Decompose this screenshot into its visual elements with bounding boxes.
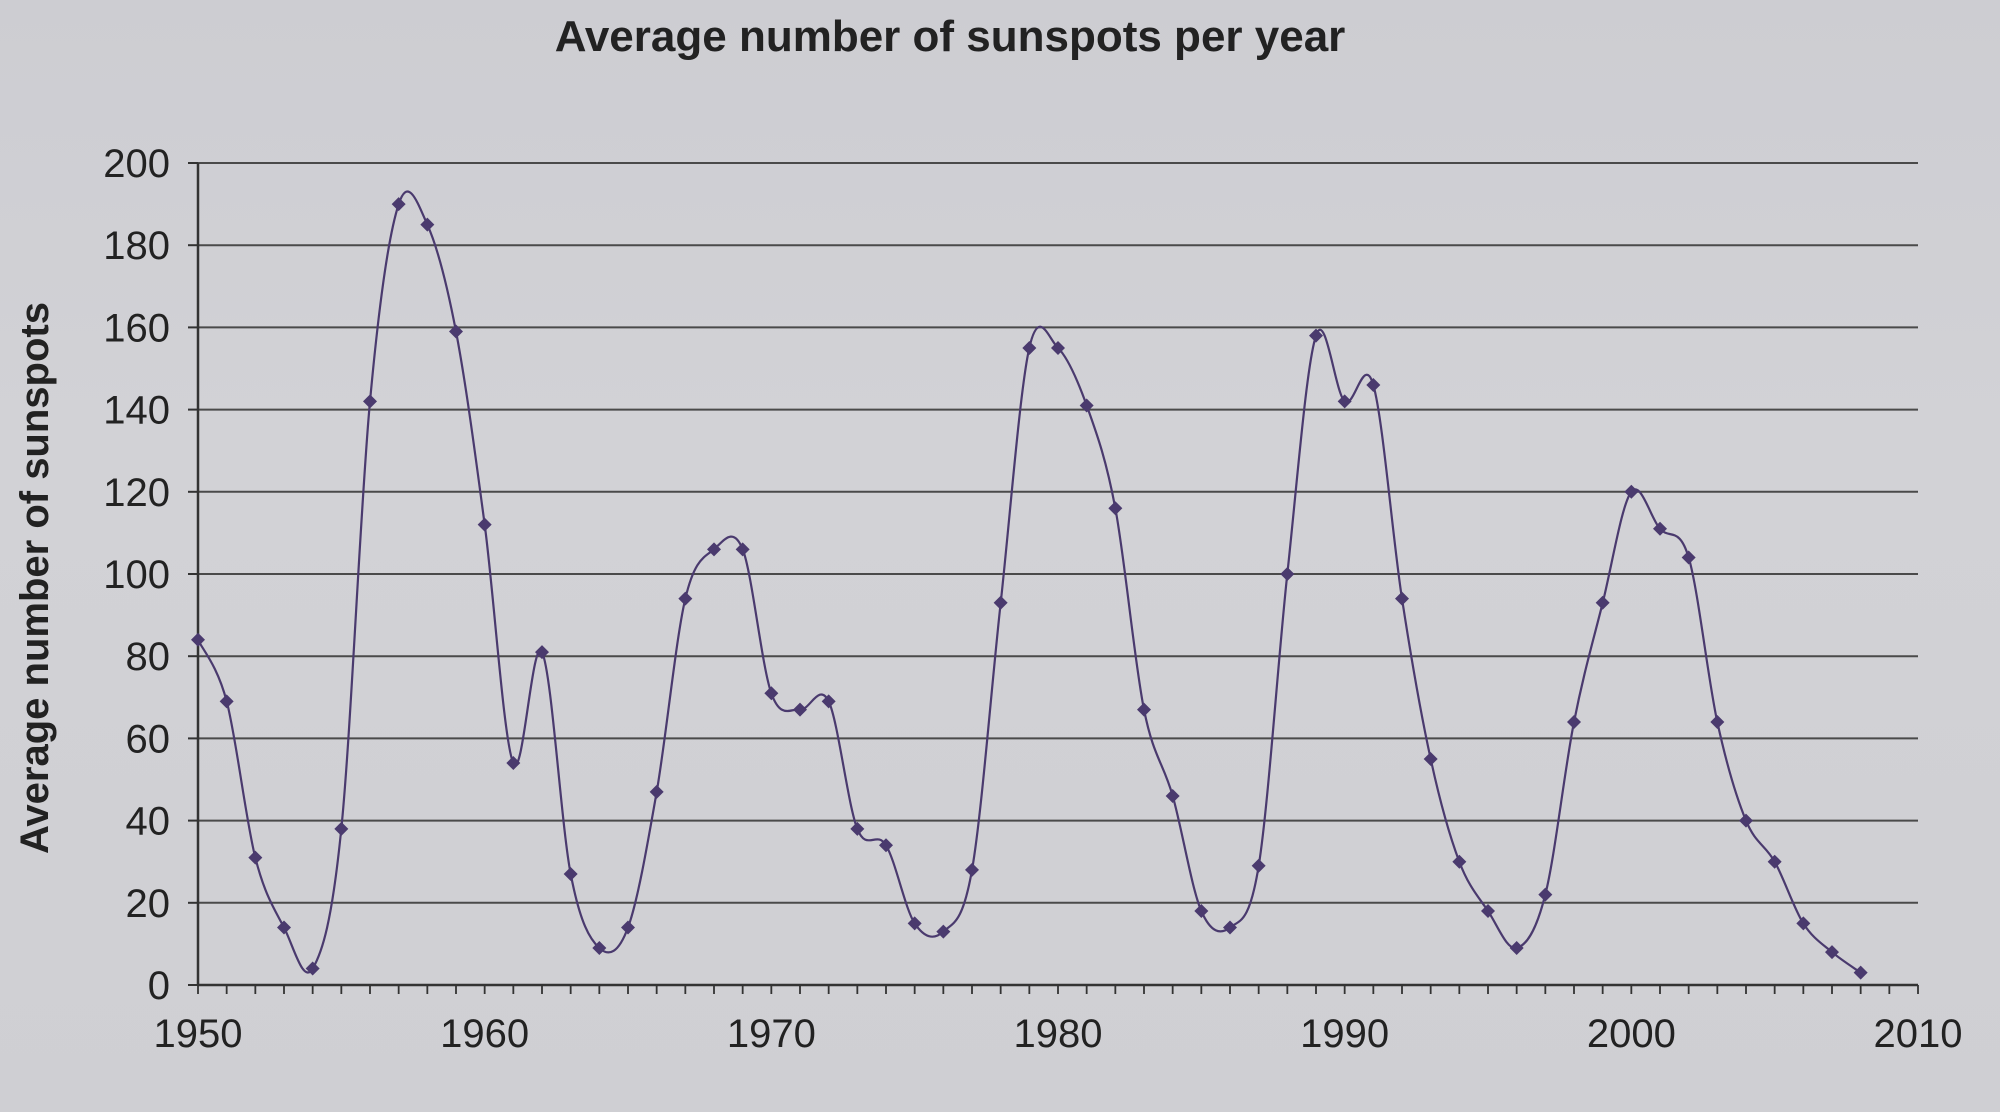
data-point-1986: [1223, 920, 1237, 935]
data-point-2002: [1681, 550, 1696, 565]
data-point-1980: [1051, 340, 1065, 355]
data-point-1964: [592, 941, 607, 956]
data-point-2005: [1767, 854, 1782, 869]
x-tick-label-2010: 2010: [1874, 1012, 1963, 1056]
data-point-1985: [1194, 904, 1209, 919]
data-point-2001: [1653, 521, 1667, 536]
data-point-1965: [621, 920, 635, 935]
gridlines: [198, 162, 1918, 904]
data-point-1992: [1395, 591, 1409, 606]
data-point-2000: [1624, 484, 1639, 499]
data-point-1988: [1280, 567, 1295, 581]
x-tick-label-1960: 1960: [440, 1012, 529, 1056]
x-tick-label-1990: 1990: [1300, 1012, 1389, 1056]
data-point-1994: [1452, 854, 1467, 869]
data-point-1961: [506, 756, 521, 771]
y-axis-label: Average number of sunspots: [13, 302, 57, 854]
data-point-1968: [707, 542, 721, 557]
data-point-1987: [1251, 858, 1266, 873]
data-point-1955: [334, 821, 349, 836]
y-tick-label-80: 80: [126, 635, 171, 679]
data-point-1962: [535, 645, 549, 660]
data-point-1991: [1366, 377, 1381, 392]
data-point-1956: [363, 394, 377, 409]
data-point-1984: [1165, 788, 1180, 803]
data-point-1983: [1137, 702, 1151, 717]
data-point-1975: [907, 916, 922, 931]
data-point-1963: [563, 867, 578, 882]
data-point-1966: [649, 784, 664, 799]
data-point-1952: [248, 850, 263, 865]
data-point-1967: [678, 591, 693, 606]
data-point-1990: [1337, 394, 1352, 409]
data-point-1979: [1022, 340, 1037, 355]
data-point-2006: [1796, 916, 1811, 931]
series-layer: [197, 190, 1862, 974]
data-point-1969: [735, 542, 750, 557]
data-point-1974: [879, 838, 893, 853]
axes: [188, 162, 1919, 994]
data-point-1977: [965, 862, 979, 877]
x-tick-label-1950: 1950: [154, 1012, 243, 1056]
x-tick-label-1980: 1980: [1014, 1012, 1103, 1056]
y-tick-label-140: 140: [103, 389, 170, 433]
data-point-1950: [191, 632, 205, 647]
y-tick-label-180: 180: [103, 224, 170, 268]
data-point-1954: [305, 961, 320, 976]
data-point-2003: [1710, 714, 1725, 729]
data-point-1951: [219, 694, 234, 709]
data-point-1982: [1108, 501, 1123, 516]
data-point-1953: [277, 920, 291, 935]
y-tick-label-100: 100: [103, 553, 170, 597]
data-point-1959: [449, 324, 463, 339]
data-point-1976: [936, 924, 951, 939]
y-tick-label-120: 120: [103, 471, 170, 515]
data-point-1960: [477, 517, 492, 532]
data-point-1999: [1595, 595, 1610, 610]
data-point-1996: [1509, 941, 1524, 956]
data-point-1993: [1423, 751, 1438, 766]
data-point-1998: [1567, 714, 1581, 729]
y-tick-label-40: 40: [126, 800, 171, 844]
y-tick-label-20: 20: [126, 882, 171, 926]
data-point-1978: [993, 595, 1008, 610]
x-tick-label-1970: 1970: [727, 1012, 816, 1056]
data-point-1970: [764, 686, 779, 701]
data-point-1997: [1538, 887, 1553, 902]
data-point-2008: [1853, 965, 1868, 980]
data-point-2004: [1739, 813, 1753, 828]
chart-title: Average number of sunspots per year: [554, 12, 1346, 61]
y-tick-label-60: 60: [126, 717, 171, 761]
x-tick-label-2000: 2000: [1587, 1012, 1676, 1056]
data-markers: [191, 197, 1868, 980]
data-point-1958: [420, 217, 435, 232]
data-point-1972: [821, 694, 836, 709]
y-tick-label-0: 0: [148, 964, 170, 1008]
data-point-1989: [1309, 328, 1323, 343]
data-point-1957: [391, 197, 406, 212]
data-point-1981: [1079, 398, 1094, 413]
data-point-2007: [1825, 945, 1839, 960]
data-point-1995: [1481, 904, 1495, 919]
data-point-1973: [850, 821, 865, 836]
y-tick-label-160: 160: [103, 306, 170, 350]
tick-labels: 0 20 40 60 80 100 120 140 160 180 200 1950 1960 1970 1…: [103, 142, 1962, 1056]
y-tick-label-200: 200: [103, 142, 170, 186]
series-line-0: [197, 190, 1862, 974]
data-point-1971: [793, 702, 807, 717]
